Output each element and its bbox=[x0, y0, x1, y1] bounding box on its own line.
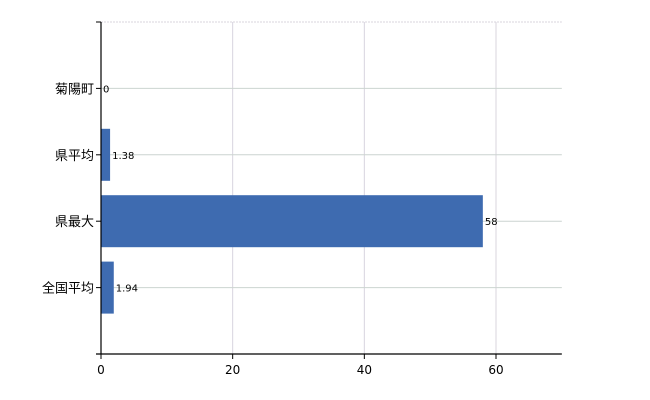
x-tick-label: 60 bbox=[488, 363, 503, 377]
bar bbox=[101, 128, 111, 181]
data-label: 1.94 bbox=[116, 284, 138, 295]
x-tick-label: 40 bbox=[357, 363, 372, 377]
category-label: 全国平均 bbox=[42, 281, 94, 297]
bar bbox=[101, 195, 483, 248]
x-tick-label: 0 bbox=[97, 363, 105, 377]
x-tick-label: 20 bbox=[225, 363, 240, 377]
category-label: 県最大 bbox=[55, 215, 94, 230]
data-label: 58 bbox=[485, 217, 498, 228]
data-label: 0 bbox=[103, 84, 109, 95]
category-label: 菊陽町 bbox=[55, 82, 94, 97]
category-label: 県平均 bbox=[55, 149, 94, 164]
data-label: 1.38 bbox=[112, 151, 134, 162]
bar bbox=[101, 261, 114, 314]
